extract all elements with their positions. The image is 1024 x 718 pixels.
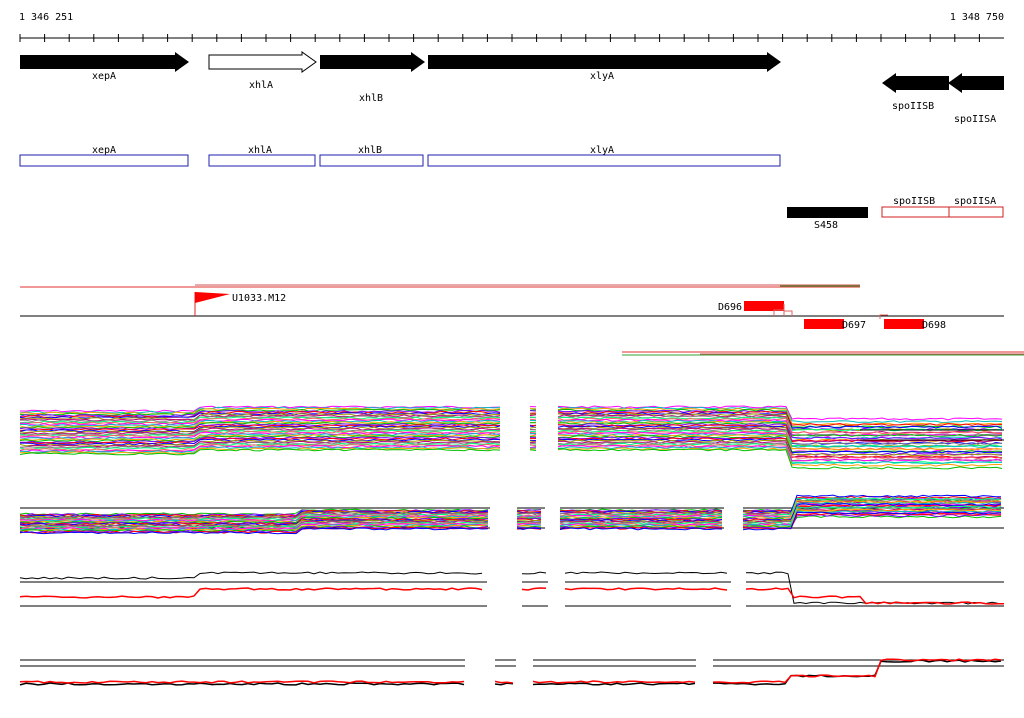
profile-line <box>530 435 536 436</box>
gene-label-spoIISB: spoIISB <box>892 101 934 112</box>
profile-line <box>20 572 482 579</box>
gene-arrow-xepA[interactable] <box>20 52 189 72</box>
profile-line <box>495 681 513 683</box>
dna-segment-label-D698: D698 <box>922 320 946 331</box>
profile-line <box>530 443 536 444</box>
gene-arrow-xhlB[interactable] <box>320 52 425 72</box>
profile-line <box>20 681 464 683</box>
profile-line <box>530 447 536 448</box>
gene-track: xepA xhlA xhlB xlyA spoIISB spoIISA <box>20 52 1004 125</box>
profile-line <box>746 572 1004 604</box>
expression-profile-panels <box>20 406 1004 685</box>
gene-arrow-xlyA[interactable] <box>428 52 781 72</box>
dna-segment-label-D697: D697 <box>842 320 866 331</box>
profile-line <box>565 588 727 590</box>
regulatory-site-label: S458 <box>814 220 838 231</box>
dna-segment-D697[interactable] <box>804 319 844 329</box>
profile-line <box>746 588 1004 604</box>
promoter-label: U1033.M12 <box>232 293 286 304</box>
end-coordinate: 1 348 750 <box>950 12 1004 23</box>
profile-line <box>522 588 546 590</box>
regulation-track: S458 spoIISB spoIISA <box>787 196 1003 231</box>
gene-label-xepA: xepA <box>92 71 116 82</box>
gene-arrow-spoIISA[interactable] <box>948 73 1004 93</box>
profile-line <box>530 450 536 451</box>
transcript-label-xlyA: xlyA <box>590 145 614 156</box>
transcript-xepA[interactable] <box>20 155 188 166</box>
dna-segment-D698[interactable] <box>884 319 924 329</box>
profile-line <box>713 659 1001 683</box>
transcript-xlyA[interactable] <box>428 155 780 166</box>
profile-line <box>517 513 541 514</box>
terminator-label-spoIISA: spoIISA <box>954 196 996 207</box>
profile-line <box>530 419 536 420</box>
terminator-spoIISA[interactable] <box>949 207 1003 217</box>
dna-segment-connector-2 <box>784 311 792 316</box>
gene-label-xlyA: xlyA <box>590 71 614 82</box>
feature-track: U1033.M12 D696 D697 D698 <box>20 285 1024 355</box>
start-coordinate: 1 346 251 <box>19 12 73 23</box>
dna-segment-label-D696: D696 <box>718 302 742 313</box>
terminator-spoIISB[interactable] <box>882 207 949 217</box>
gene-label-xhlA: xhlA <box>249 80 273 91</box>
profile-line <box>565 572 727 574</box>
profile-line <box>533 681 695 683</box>
gene-label-xhlB: xhlB <box>359 93 383 104</box>
gene-arrow-spoIISB[interactable] <box>882 73 949 93</box>
transcript-label-xhlA: xhlA <box>248 145 272 156</box>
promoter-flag-icon[interactable] <box>195 292 230 303</box>
profile-line <box>530 427 536 428</box>
transcript-label-xepA: xepA <box>92 145 116 156</box>
transcript-xhlA[interactable] <box>209 155 315 166</box>
coordinate-ruler <box>20 34 1004 42</box>
profile-line <box>20 588 482 598</box>
transcript-xhlB[interactable] <box>320 155 423 166</box>
regulatory-site-S458[interactable] <box>787 207 868 218</box>
transcript-label-xhlB: xhlB <box>358 145 382 156</box>
gene-arrow-xhlA[interactable] <box>209 52 316 72</box>
profile-line <box>530 442 536 443</box>
gene-label-spoIISA: spoIISA <box>954 114 996 125</box>
terminator-label-spoIISB: spoIISB <box>893 196 935 207</box>
profile-line <box>530 408 536 409</box>
transcript-track: xepA xhlA xhlB xlyA <box>20 145 780 166</box>
profile-line <box>522 572 546 574</box>
